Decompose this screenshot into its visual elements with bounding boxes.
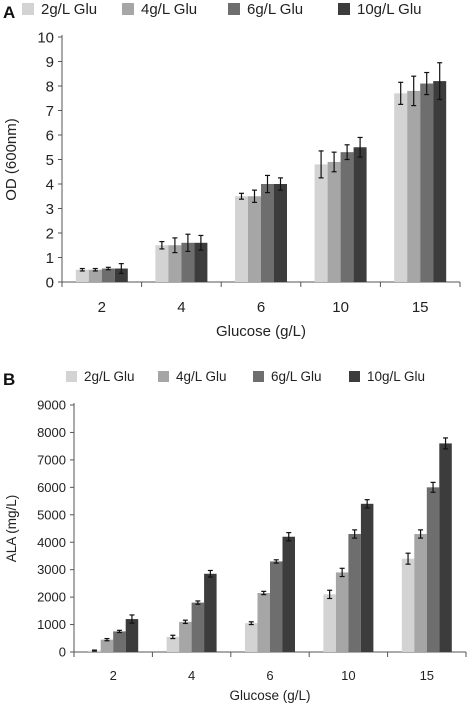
bar [401,558,415,652]
legend-swatch [22,3,34,15]
bar [335,572,349,652]
y-tick-label: 9 [46,54,54,71]
legend-label: 2g/L Glu [41,1,97,18]
legend-swatch [338,3,350,15]
x-tick-label: 15 [412,299,429,316]
bar [181,242,195,282]
bar [179,621,192,652]
bar [340,152,354,282]
y-tick-label: 1 [46,250,54,267]
y-tick-label: 5000 [37,507,66,522]
y-tick-label: 3 [46,201,54,218]
legend-label: 2g/L Glu [84,369,135,384]
chart-panel-b: 0 1000 2000 3000 4000 5000 6000 7000 8000 9000 2 4 6… [4,369,467,703]
chart-panel-a: 0 1 2 3 4 5 6 7 8 9 10 2 4 6 10 15 2g/L Glu 4g/L Glu 6g/L … [3,1,461,340]
bar [323,594,336,652]
x-tick-label: 15 [420,668,434,683]
legend-label: 4g/L Glu [141,1,197,18]
legend-label: 10g/L Glu [367,369,425,384]
bar [88,269,102,282]
bar [420,83,434,282]
y-axis-label: ALA (mg/L) [4,495,19,563]
bar [113,631,126,652]
y-tick-label: 8000 [37,425,66,440]
bar [360,503,374,652]
y-tick-label: 2000 [37,590,66,605]
bar [100,639,114,652]
x-tick-label: 6 [257,299,265,316]
bar [407,90,421,283]
panel-b-letter: B [3,370,15,389]
y-tick-label: 4000 [37,535,66,550]
panel-a-letter: A [3,3,15,22]
legend-swatch [66,371,77,382]
y-tick-label: 2 [46,225,54,242]
y-tick-label: 5 [46,152,54,169]
legend-label: 6g/L Glu [271,369,322,384]
y-tick-label: 3000 [37,562,66,577]
x-tick-label: 10 [341,668,355,683]
bar [257,592,270,652]
x-axis-label: Glucose (g/L) [229,688,310,703]
bar [235,196,248,282]
bar [245,623,258,652]
legend-swatch [349,371,360,382]
y-axis-label: OD (600nm) [3,118,20,201]
y-tick-label: 10 [37,29,54,46]
bar [114,268,128,282]
y-tick-label: 7 [46,103,54,120]
bar [414,533,427,652]
x-tick-label: 2 [110,668,117,683]
legend-swatch [122,3,134,15]
legend-swatch [228,3,240,15]
y-tick-label: 1000 [37,617,66,632]
bar [353,147,367,282]
y-tick-label: 6000 [37,480,66,495]
bar [125,619,139,652]
bar [166,636,180,652]
bar [75,269,89,282]
bar [204,573,217,652]
y-tick-label: 0 [59,645,66,660]
bar [194,242,208,282]
legend-label: 10g/L Glu [357,1,422,18]
y-tick-label: 4 [46,176,54,193]
bar [274,184,287,282]
bar [439,443,452,652]
bar [394,93,408,282]
x-tick-label: 4 [177,299,185,316]
bar [433,81,447,282]
bar [348,533,361,652]
y-tick-label: 0 [46,274,54,291]
bar [327,161,341,282]
x-axis-label: Glucose (g/L) [216,323,306,340]
x-tick-label: 6 [266,668,273,683]
bar [168,245,182,282]
legend-swatch [158,371,169,382]
bar [270,561,283,652]
bar [155,245,169,282]
y-tick-label: 8 [46,78,54,95]
legend-label: 6g/L Glu [247,1,303,18]
y-tick-label: 7000 [37,452,66,467]
bar [191,602,205,652]
x-tick-label: 2 [98,299,106,316]
bar [314,164,328,282]
legend-label: 4g/L Glu [176,369,227,384]
x-tick-label: 10 [332,299,349,316]
bar [248,196,261,282]
y-tick-label: 6 [46,127,54,144]
bar [426,487,440,652]
bar [261,184,274,282]
legend-swatch [253,371,264,382]
y-tick-label: 9000 [37,398,66,413]
bar [101,268,115,282]
x-tick-label: 4 [188,668,195,683]
bar [282,536,295,652]
